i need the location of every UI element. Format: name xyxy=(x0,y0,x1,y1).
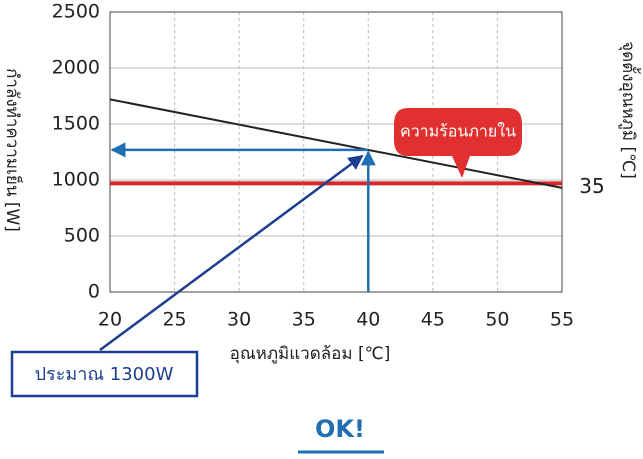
reference-label: 35 xyxy=(579,174,604,198)
y-tick-label: 500 xyxy=(64,225,100,247)
y-axis-label: กำลังทำความเย็น [W] xyxy=(2,68,24,232)
y-tick-label: 0 xyxy=(88,281,100,303)
data-line xyxy=(109,98,563,189)
x-tick-label: 35 xyxy=(292,309,316,331)
y-tick-label: 2000 xyxy=(52,57,100,79)
x-tick-label: 50 xyxy=(485,309,509,331)
x-tick-label: 25 xyxy=(162,309,186,331)
y-tick-label: 2500 xyxy=(52,1,100,23)
plot-frame xyxy=(109,11,563,293)
y2-axis-label: จุดตั้งอุณหภูมิ [℃] xyxy=(618,41,641,179)
note-arrow xyxy=(99,154,364,352)
result-label: OK! xyxy=(315,415,365,443)
x-axis-label: อุณหภูมิแวดล้อม [℃] xyxy=(230,344,391,364)
x-tick-label: 40 xyxy=(356,309,380,331)
y-tick-label: 1000 xyxy=(52,169,100,191)
note-text: ประมาณ 1300W xyxy=(35,364,174,385)
note-box xyxy=(10,350,199,398)
y-tick-label: 1500 xyxy=(52,113,100,135)
callout-text: ความร้อนภายใน xyxy=(400,122,516,141)
callout-bubble xyxy=(394,108,522,178)
x-tick-label: 30 xyxy=(227,309,251,331)
x-tick-label: 55 xyxy=(550,309,574,331)
x-tick-label: 20 xyxy=(98,309,122,331)
x-tick-label: 45 xyxy=(421,309,445,331)
